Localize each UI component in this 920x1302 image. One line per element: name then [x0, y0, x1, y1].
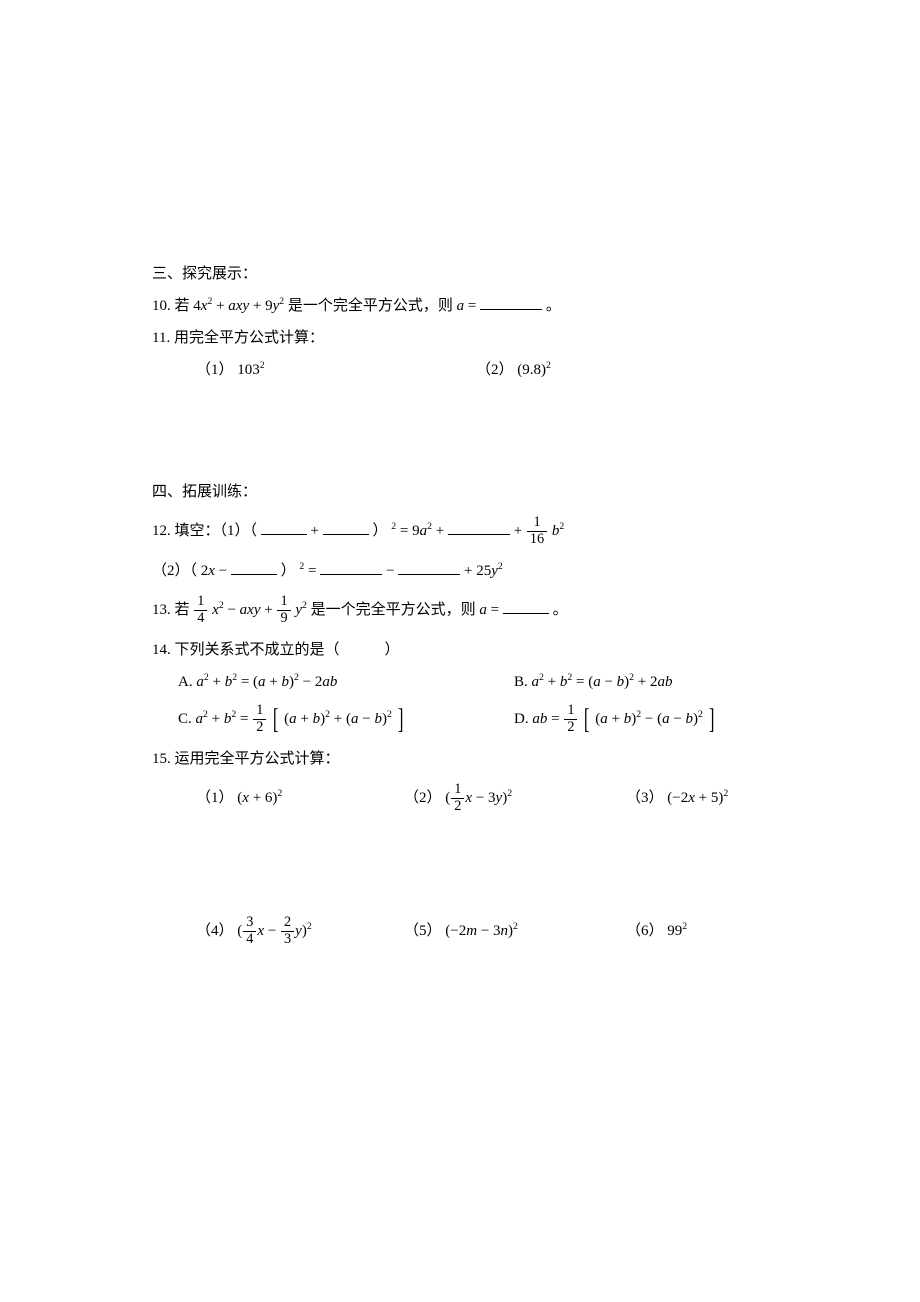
q15-e6: 992 [667, 923, 687, 939]
q14-B: B. a2 + b2 = (a − b)2 + 2ab [514, 670, 673, 694]
q15-p6: （6） [626, 923, 664, 939]
q12-plus3: + [514, 523, 526, 539]
q11-e1: 1032 [237, 362, 264, 378]
q15-4: （4） (34x − 23y)2 [196, 912, 404, 951]
q15-e3: (−2x + 5)2 [667, 790, 728, 806]
q10-var: a [457, 298, 465, 314]
q12-title: 12. 填空：（1）（ [152, 523, 257, 539]
q14-C: C. a2 + b2 = 12 [ (a + b)2 + (a − b)2 ] [178, 700, 514, 739]
q11-part2: （2） (9.8)2 [476, 358, 551, 382]
q13-mid: 是一个完全平方公式，则 [311, 602, 480, 618]
q14-D: D. ab = 12 [ (a + b)2 − (a − b)2 ] [514, 700, 716, 739]
q15-p2: （2） [404, 790, 442, 806]
q10-mid: 是一个完全平方公式，则 [288, 298, 457, 314]
q13-var: a [479, 602, 487, 618]
q12-close: ） [372, 523, 387, 539]
q15-1: （1） (x + 6)2 [196, 779, 404, 818]
q13-end: 。 [553, 602, 568, 618]
lbracket-icon-2: [ [584, 706, 590, 734]
q10: 10. 若 4x2 + axy + 9y2 是一个完全平方公式，则 a = 。 [152, 294, 780, 318]
q10-eq: = [468, 298, 480, 314]
q14-D-label: D. [514, 711, 529, 727]
q12-b2: b2 [552, 523, 564, 539]
q10-blank[interactable] [480, 294, 542, 310]
q14-B-expr: a2 + b2 = (a − b)2 + 2ab [532, 674, 673, 690]
section-3-heading: 三、探究展示： [152, 262, 780, 286]
q12-p2-close: ） [281, 563, 296, 579]
q12-p2-blank3[interactable] [398, 559, 460, 575]
q15-row1: （1） (x + 6)2 （2） (12x − 3y)2 （3） (−2x + … [152, 779, 780, 818]
q14-row1: A. a2 + b2 = (a + b)2 − 2ab B. a2 + b2 =… [152, 670, 780, 694]
q11-e2: (9.8)2 [517, 362, 551, 378]
q14-B-label: B. [514, 674, 528, 690]
q14-C-inner: (a + b)2 + (a − b)2 [284, 711, 392, 727]
q12-plus: + [311, 523, 323, 539]
q12-part1: 12. 填空：（1）（ + ） 2 = 9a2 + + 116 b2 [152, 512, 780, 551]
q14-D-inner: (a + b)2 − (a − b)2 [595, 711, 703, 727]
section-4-heading: 四、拓展训练： [152, 480, 780, 504]
q13-eq: = [491, 602, 503, 618]
q15-title: 15. 运用完全平方公式计算： [152, 747, 780, 771]
q12-p2-blank2[interactable] [320, 559, 382, 575]
rbracket-icon: ] [397, 706, 403, 734]
q15-4-frac2: 23 [281, 915, 294, 947]
q14-title: 14. 下列关系式不成立的是（ ） [152, 638, 780, 662]
q15-6: （6） 992 [626, 912, 687, 951]
q14-A-label: A. [178, 674, 193, 690]
q12-frac-1-16: 116 [527, 515, 547, 547]
q12-p2-x: 2x − [201, 563, 231, 579]
q12-part2: （2）（ 2x − ） 2 = − + 25y2 [152, 559, 780, 583]
lbracket-icon: [ [273, 706, 279, 734]
q15-2-frac: 12 [451, 782, 464, 814]
q14-C-expr: a2 + b2 = [196, 711, 253, 727]
q15-p5: （5） [404, 923, 442, 939]
q11-p2: （2） [476, 362, 514, 378]
q14-D-expr: ab = [532, 711, 563, 727]
q11-p1: （1） [196, 362, 234, 378]
q13: 13. 若 14 x2 − axy + 19 y2 是一个完全平方公式，则 a … [152, 591, 780, 630]
q15-e5: (−2m − 3n)2 [445, 923, 518, 939]
q14-A-expr: a2 + b2 = (a + b)2 − 2ab [196, 674, 337, 690]
q10-end: 。 [546, 298, 561, 314]
q12-p2-blank1[interactable] [231, 559, 277, 575]
q13-y2: y2 [295, 602, 307, 618]
q12-eq: = 9a2 + [400, 523, 448, 539]
q15-row2: （4） (34x − 23y)2 （5） (−2m − 3n)2 （6） 992 [152, 912, 780, 951]
q14-A: A. a2 + b2 = (a + b)2 − 2ab [178, 670, 514, 694]
q15-2: （2） (12x − 3y)2 [404, 779, 626, 818]
q15-e2: x − 3y)2 [465, 790, 512, 806]
q12-blank2[interactable] [323, 519, 369, 535]
q12-blank3[interactable] [448, 519, 510, 535]
q14-C-label: C. [178, 711, 192, 727]
q15-p4: （4） [196, 923, 234, 939]
q13-frac2: 19 [277, 594, 290, 626]
q14-row2: C. a2 + b2 = 12 [ (a + b)2 + (a − b)2 ] … [152, 700, 780, 739]
q14-D-frac: 12 [564, 703, 577, 735]
q13-pre: 13. 若 [152, 602, 190, 618]
q15-5: （5） (−2m − 3n)2 [404, 912, 626, 951]
q13-x2: x2 − axy + [212, 602, 276, 618]
q12-blank1[interactable] [261, 519, 307, 535]
q15-e4: y)2 [295, 923, 312, 939]
q12-p2-tail: + 25y2 [464, 563, 503, 579]
q15-p3: （3） [626, 790, 664, 806]
q14-C-frac: 12 [253, 703, 266, 735]
q13-blank[interactable] [503, 598, 549, 614]
q11-part1: （1） 1032 [196, 358, 476, 382]
q10-pre: 10. 若 [152, 298, 190, 314]
q12-p2-pre: （2）（ [152, 563, 197, 579]
q12-p2-minus2: − [386, 563, 398, 579]
q11-title: 11. 用完全平方公式计算： [152, 326, 780, 350]
q15-e1: (x + 6)2 [237, 790, 282, 806]
q13-frac1: 14 [194, 594, 207, 626]
q15-p1: （1） [196, 790, 234, 806]
q15-4-frac1: 34 [243, 915, 256, 947]
q10-expr: 4x2 + axy + 9y2 [193, 298, 284, 314]
q15-3: （3） (−2x + 5)2 [626, 779, 728, 818]
q11-row: （1） 1032 （2） (9.8)2 [152, 358, 780, 382]
rbracket-icon-2: ] [709, 706, 715, 734]
